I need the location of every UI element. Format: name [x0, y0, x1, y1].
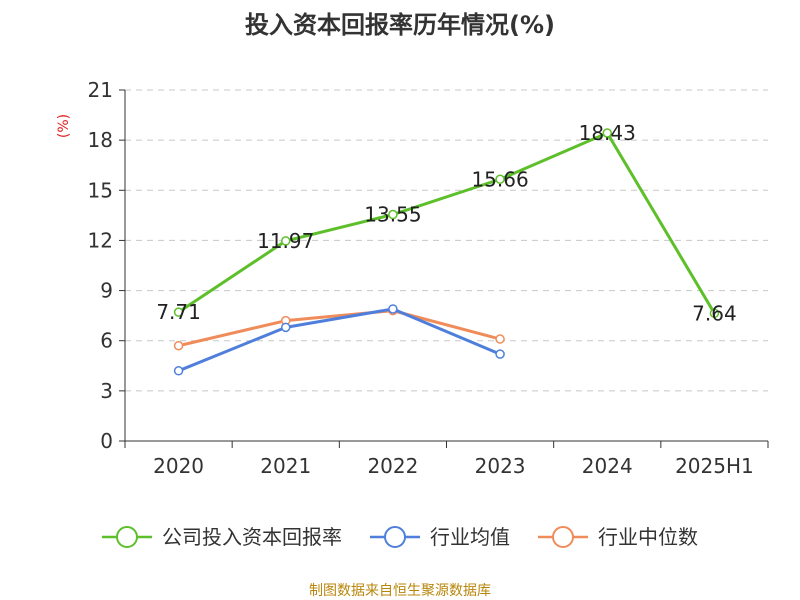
- legend-item: 行业中位数: [538, 525, 698, 549]
- data-label: 7.71: [156, 300, 201, 324]
- axes: 0 3 6 9 12 15 18 21 2020 2021 2022 2023 2024 2025H1: [88, 78, 769, 478]
- legend-item: 行业均值: [370, 525, 510, 549]
- legend-label: 行业中位数: [598, 525, 698, 549]
- chart-title: 投入资本回报率历年情况(%): [245, 11, 555, 39]
- y-tick-label: 6: [100, 329, 113, 353]
- data-point: [173, 340, 184, 351]
- data-point: [173, 366, 184, 376]
- data-label: 18.43: [579, 121, 636, 145]
- y-tick-label: 9: [100, 279, 113, 303]
- data-label: 13.55: [364, 203, 421, 227]
- x-tick-label: 2022: [367, 454, 418, 478]
- x-tick-label: 2025H1: [675, 454, 754, 478]
- y-tick-label: 3: [100, 379, 113, 403]
- data-point: [495, 349, 505, 359]
- data-label: 15.66: [471, 167, 528, 191]
- x-tick-label: 2020: [153, 454, 204, 478]
- grid: [125, 89, 768, 392]
- data-point: [173, 307, 184, 317]
- x-tick-label: 2024: [582, 454, 633, 478]
- legend-marker: [552, 526, 574, 548]
- y-tick-label: 15: [88, 178, 113, 202]
- series-line: [177, 307, 502, 373]
- data-point: [281, 236, 291, 246]
- data-point: [709, 308, 720, 319]
- x-tick-label: 2021: [260, 454, 311, 478]
- data-point: [388, 304, 398, 314]
- data-label: 11.97: [257, 229, 314, 253]
- source-note: 制图数据来自恒生聚源数据库: [309, 583, 491, 599]
- data-point: [495, 334, 505, 344]
- legend: 公司投入资本回报率 行业均值 行业中位数: [102, 525, 698, 549]
- series-line: [177, 309, 502, 348]
- legend-label: 行业均值: [430, 525, 510, 549]
- y-tick-label: 21: [88, 78, 113, 102]
- legend-item: 公司投入资本回报率: [102, 525, 342, 549]
- y-tick-label: 12: [88, 228, 113, 252]
- data-point: [388, 209, 398, 220]
- legend-label: 公司投入资本回报率: [162, 525, 342, 549]
- x-tick-label: 2023: [475, 454, 526, 478]
- data-point: [495, 174, 505, 185]
- data-label: 7.64: [692, 301, 737, 325]
- series-layer: [173, 128, 720, 376]
- legend-marker: [384, 526, 406, 548]
- data-point: [602, 128, 612, 138]
- data-point: [281, 322, 291, 333]
- legend-marker: [116, 526, 138, 548]
- y-axis-label: (%): [56, 114, 72, 138]
- y-tick-label: 18: [88, 128, 113, 152]
- y-tick-label: 0: [100, 429, 113, 453]
- data-labels: 7.71 11.97 13.55 15.66 18.43 7.64: [156, 121, 736, 325]
- series-line: [177, 131, 716, 315]
